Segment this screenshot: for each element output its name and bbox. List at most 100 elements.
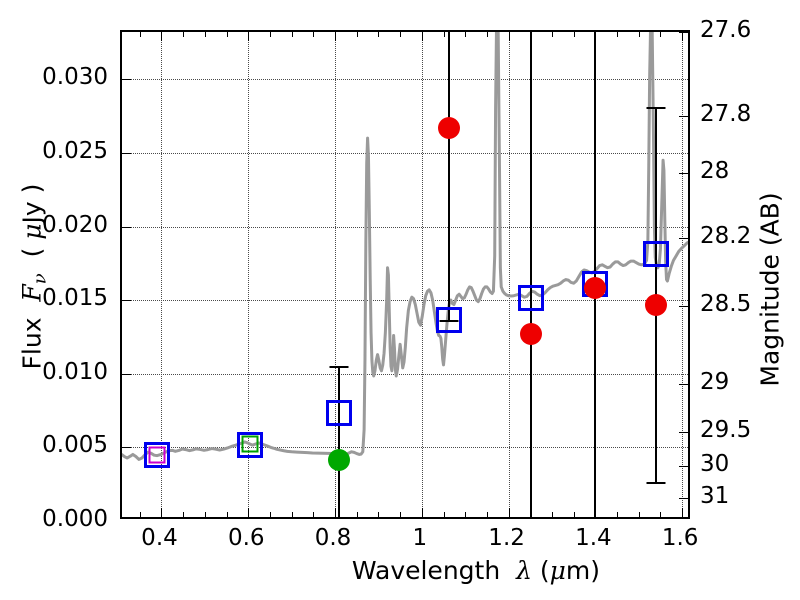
tick-x-top [682,32,684,41]
gridline-horizontal [122,226,688,228]
y-axis-title-right: Magnitude (AB) [755,192,785,387]
x-axis-title: Wavelength λ (μm) [351,556,600,585]
tick-x-top [291,32,293,37]
tick-x-top [400,32,402,37]
x-tick-label: 1.6 [661,525,699,551]
y-tick-label-right: 27.8 [700,100,752,127]
tick-x-top [573,32,575,37]
model-photometry-square [326,400,353,427]
tick-x-top [551,32,553,37]
errorbar-line [448,32,451,321]
tick-x [204,512,206,517]
model-photometry-square [643,241,670,268]
model-photometry-square [436,307,463,334]
tick-x-top [356,32,358,37]
y-tick-label-left: 0.030 [42,64,108,91]
tick-x-top [313,32,315,37]
x-tick-label: 0.4 [141,525,178,551]
y-tick-label-right: 31 [700,482,730,509]
tick-x-top [161,32,163,41]
tick-x [551,512,553,517]
gridline-horizontal [122,373,688,375]
tick-x [335,508,337,517]
axis-ticks [122,32,688,517]
errorbar-line [594,32,597,517]
gridline-vertical [335,32,337,517]
tick-x-top [508,32,510,41]
tick-y-right [679,237,688,239]
x-tick-label: 1.4 [575,525,612,551]
tick-x [595,508,597,517]
tick-x [139,512,141,517]
tick-x-top [183,32,185,37]
tick-x [530,512,532,517]
errorbar-cap-lower [439,320,459,323]
x-tick-label: 0.6 [227,525,265,551]
x-tick-label: 1.2 [488,525,525,551]
tick-x [183,512,185,517]
observed-photometry-circle [438,116,461,139]
gridline-horizontal [122,300,688,302]
inner-photometry-square [241,435,259,453]
tick-x-top [269,32,271,37]
tick-y-right [679,115,688,117]
gridline-horizontal [122,447,688,449]
errorbar-line [338,365,341,517]
tick-x [248,508,250,517]
tick-x [161,508,163,517]
tick-y-left [122,152,131,154]
tick-y-left [122,300,131,302]
data-marker-layer [122,32,688,517]
tick-x-top [617,32,619,37]
tick-y-right [679,432,688,434]
model-photometry-square [237,431,264,458]
tick-x-top [660,32,662,37]
tick-x [356,512,358,517]
tick-x [421,508,423,517]
y-tick-label-right: 27.6 [700,17,752,43]
tick-x [573,512,575,517]
x-tick-label: 1 [412,525,428,551]
model-photometry-square [518,285,545,312]
y-tick-label-right: 28.5 [700,291,752,318]
tick-x-top [204,32,206,37]
tick-x-top [335,32,337,41]
tick-x [486,512,488,517]
tick-x-top [248,32,250,41]
tick-x-top [378,32,380,37]
tick-x [465,512,467,517]
errorbar-line [530,32,533,517]
y-tick-label-left: 0.000 [42,506,108,532]
tick-x-top [226,32,228,37]
tick-y-left [122,79,131,81]
tick-x-top [530,32,532,37]
tick-y-right [679,172,688,174]
tick-x [291,512,293,517]
tick-y-left [122,447,131,449]
errorbar-cap-upper [329,365,349,368]
model-photometry-square [144,442,171,469]
y-tick-label-left: 0.015 [42,285,108,312]
tick-y-right [679,32,688,33]
tick-x-top [465,32,467,37]
gridline-vertical [421,32,423,517]
tick-x [313,512,315,517]
y-tick-label-left: 0.010 [42,358,108,385]
tick-x [400,512,402,517]
inner-photometry-square [148,446,166,464]
y-axis-title-left: Flux Fν ( μJy ) [17,183,51,370]
tick-x-top [421,32,423,41]
tick-x [508,508,510,517]
gridline-vertical [248,32,250,517]
y-tick-label-left: 0.025 [42,137,108,164]
tick-x-top [638,32,640,37]
tick-y-left [122,226,131,228]
tick-x [660,512,662,517]
tick-y-left [122,373,131,375]
gridline-horizontal [122,79,688,81]
tick-y-right [679,497,688,499]
y-tick-label-right: 28 [700,157,730,184]
tick-x [638,512,640,517]
gridline-vertical [508,32,510,517]
